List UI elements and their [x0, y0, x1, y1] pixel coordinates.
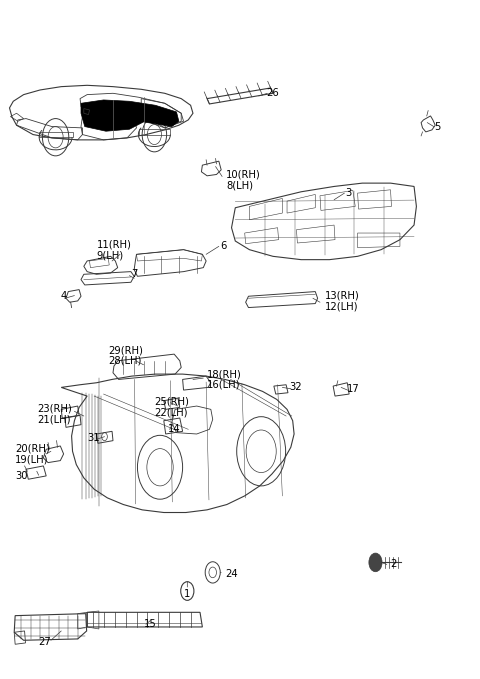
Text: 10(RH)
8(LH): 10(RH) 8(LH)	[226, 169, 261, 190]
Text: 5: 5	[434, 122, 441, 132]
Text: 29(RH)
28(LH): 29(RH) 28(LH)	[108, 345, 143, 366]
Text: 7: 7	[131, 270, 137, 279]
Circle shape	[369, 553, 382, 572]
Text: 25(RH)
22(LH): 25(RH) 22(LH)	[155, 397, 189, 418]
Text: 26: 26	[266, 88, 279, 98]
Text: 3: 3	[345, 188, 351, 198]
Text: 32: 32	[289, 382, 302, 392]
Text: 18(RH)
16(LH): 18(RH) 16(LH)	[207, 369, 242, 390]
Text: 20(RH)
19(LH): 20(RH) 19(LH)	[15, 443, 50, 464]
Text: 31: 31	[87, 433, 99, 443]
Text: 1: 1	[184, 589, 191, 599]
Text: 24: 24	[225, 569, 238, 579]
Text: 11(RH)
9(LH): 11(RH) 9(LH)	[96, 239, 132, 260]
Text: 17: 17	[347, 384, 359, 394]
Text: 15: 15	[144, 619, 157, 629]
Text: 6: 6	[220, 241, 227, 251]
Polygon shape	[81, 100, 179, 131]
Text: 2: 2	[391, 559, 397, 570]
Text: 14: 14	[168, 424, 180, 435]
Text: 30: 30	[15, 471, 28, 481]
Text: 13(RH)
12(LH): 13(RH) 12(LH)	[324, 291, 360, 311]
Text: 23(RH)
21(LH): 23(RH) 21(LH)	[38, 403, 72, 424]
Text: 4: 4	[60, 291, 67, 301]
Text: 27: 27	[38, 638, 51, 647]
